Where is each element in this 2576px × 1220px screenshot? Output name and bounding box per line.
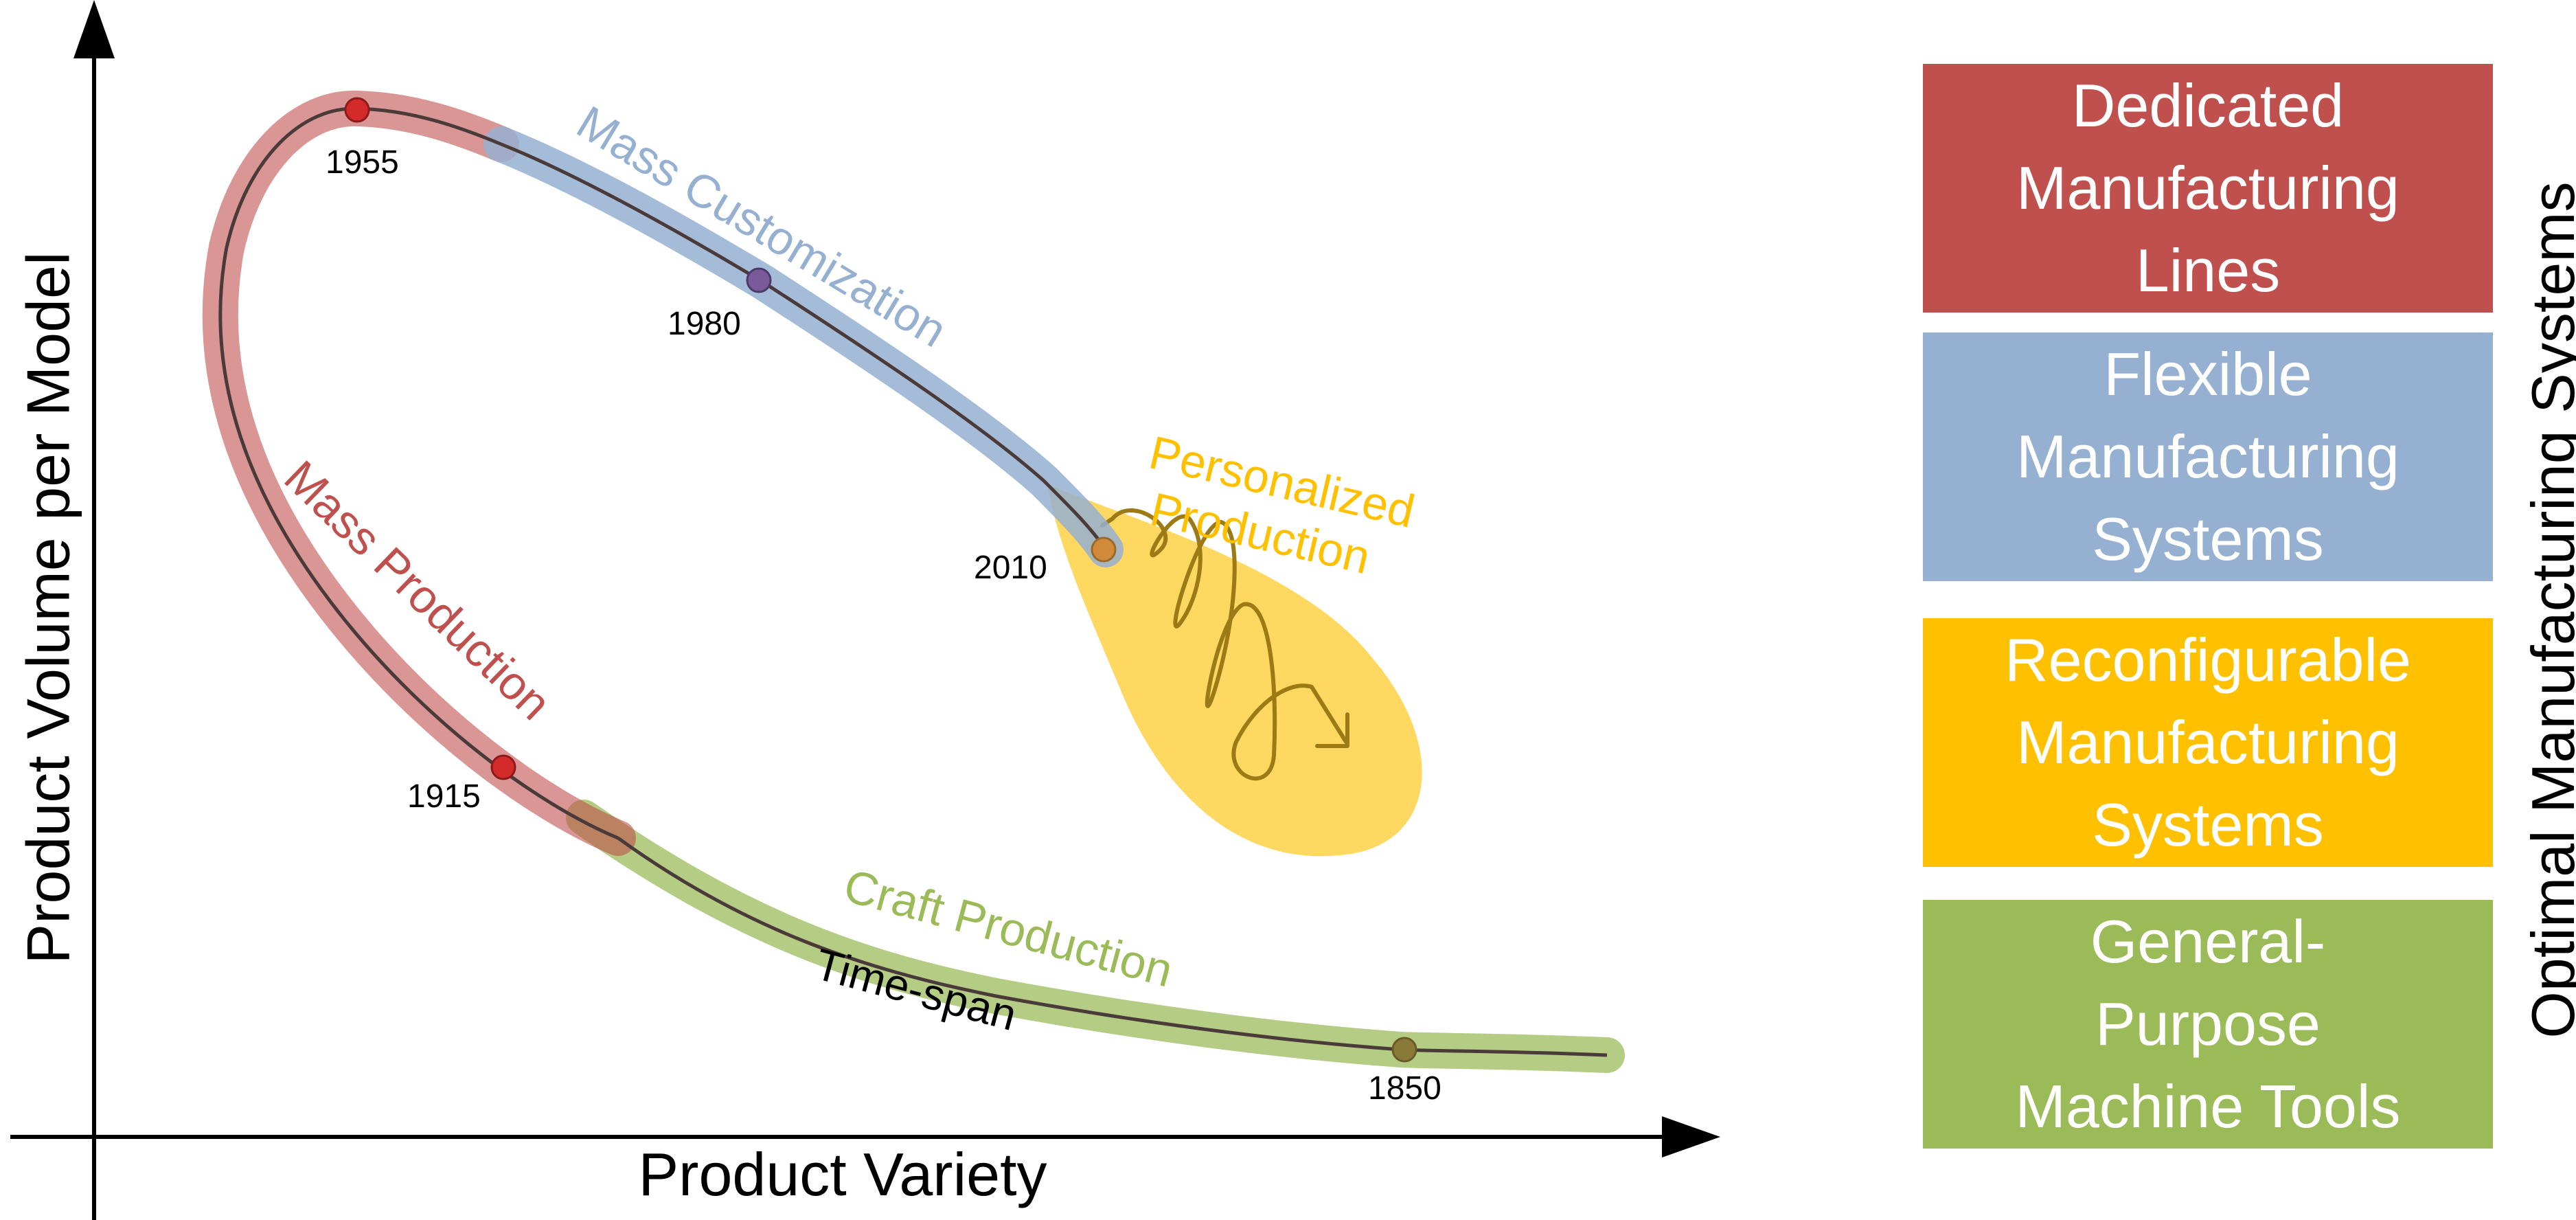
time-span-label: Time-span (810, 939, 1021, 1040)
y-axis-arrowhead (73, 0, 115, 58)
y-axis-title: Product Volume per Model (14, 251, 82, 964)
mass-customization-band (483, 126, 1124, 567)
year-label-1915: 1915 (407, 778, 481, 815)
year-point-1980 (746, 267, 772, 293)
year-label-2010: 2010 (974, 550, 1047, 586)
year-point-1955 (344, 97, 370, 123)
year-label-1955: 1955 (326, 144, 399, 181)
year-label-1980: 1980 (668, 306, 741, 342)
legend-box-flexible: Flexible Manufacturing Systems (1923, 332, 2493, 581)
legend-label-dedicated: Dedicated Manufacturing Lines (2016, 71, 2400, 304)
x-axis-title: Product Variety (638, 1140, 1047, 1208)
legend-box-general-purpose: General- Purpose Machine Tools (1923, 900, 2493, 1149)
legend-box-reconfigurable: Reconfigurable Manufacturing Systems (1923, 618, 2493, 867)
legend-label-reconfigurable: Reconfigurable Manufacturing Systems (2005, 626, 2411, 859)
legend-label-general-purpose: General- Purpose Machine Tools (2015, 907, 2401, 1140)
year-point-2010 (1091, 536, 1117, 563)
year-label-1850: 1850 (1368, 1070, 1441, 1107)
year-point-1850 (1391, 1037, 1417, 1063)
mass-customization-label: Mass Customization (568, 96, 955, 357)
legend-label-flexible: Flexible Manufacturing Systems (2016, 340, 2400, 573)
legend-box-dedicated: Dedicated Manufacturing Lines (1923, 64, 2493, 313)
zigzag-arrow-head (1315, 712, 1349, 748)
x-axis-arrowhead (1662, 1116, 1720, 1157)
mass-production-band (202, 90, 636, 856)
personalized-production-blob (1047, 484, 1422, 857)
legend-side-title: Optimal Manufacturing Systems (2519, 181, 2576, 1039)
time-span-curve (218, 106, 1608, 1057)
personalized-zigzag-arrow (1100, 508, 1348, 781)
year-point-1915 (490, 754, 516, 780)
